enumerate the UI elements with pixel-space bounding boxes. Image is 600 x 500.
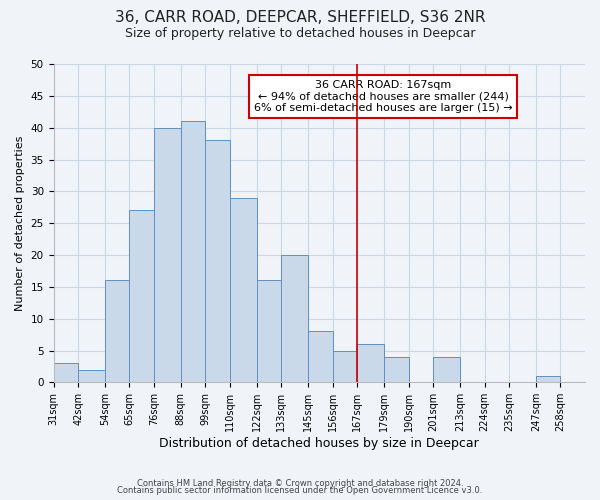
Bar bbox=[181, 122, 205, 382]
Text: 36, CARR ROAD, DEEPCAR, SHEFFIELD, S36 2NR: 36, CARR ROAD, DEEPCAR, SHEFFIELD, S36 2… bbox=[115, 10, 485, 25]
Bar bbox=[205, 140, 230, 382]
Text: Contains HM Land Registry data © Crown copyright and database right 2024.: Contains HM Land Registry data © Crown c… bbox=[137, 478, 463, 488]
Text: Contains public sector information licensed under the Open Government Licence v3: Contains public sector information licen… bbox=[118, 486, 482, 495]
Bar bbox=[130, 210, 154, 382]
Y-axis label: Number of detached properties: Number of detached properties bbox=[15, 136, 25, 311]
Bar bbox=[230, 198, 257, 382]
Bar bbox=[105, 280, 130, 382]
Text: 36 CARR ROAD: 167sqm
← 94% of detached houses are smaller (244)
6% of semi-detac: 36 CARR ROAD: 167sqm ← 94% of detached h… bbox=[254, 80, 512, 113]
Bar bbox=[308, 332, 332, 382]
Bar bbox=[53, 363, 78, 382]
Bar bbox=[154, 128, 181, 382]
Bar bbox=[357, 344, 384, 383]
Text: Size of property relative to detached houses in Deepcar: Size of property relative to detached ho… bbox=[125, 28, 475, 40]
Bar bbox=[536, 376, 560, 382]
X-axis label: Distribution of detached houses by size in Deepcar: Distribution of detached houses by size … bbox=[160, 437, 479, 450]
Bar bbox=[78, 370, 105, 382]
Bar bbox=[332, 350, 357, 382]
Bar bbox=[281, 255, 308, 382]
Bar bbox=[257, 280, 281, 382]
Bar bbox=[384, 357, 409, 382]
Bar bbox=[433, 357, 460, 382]
